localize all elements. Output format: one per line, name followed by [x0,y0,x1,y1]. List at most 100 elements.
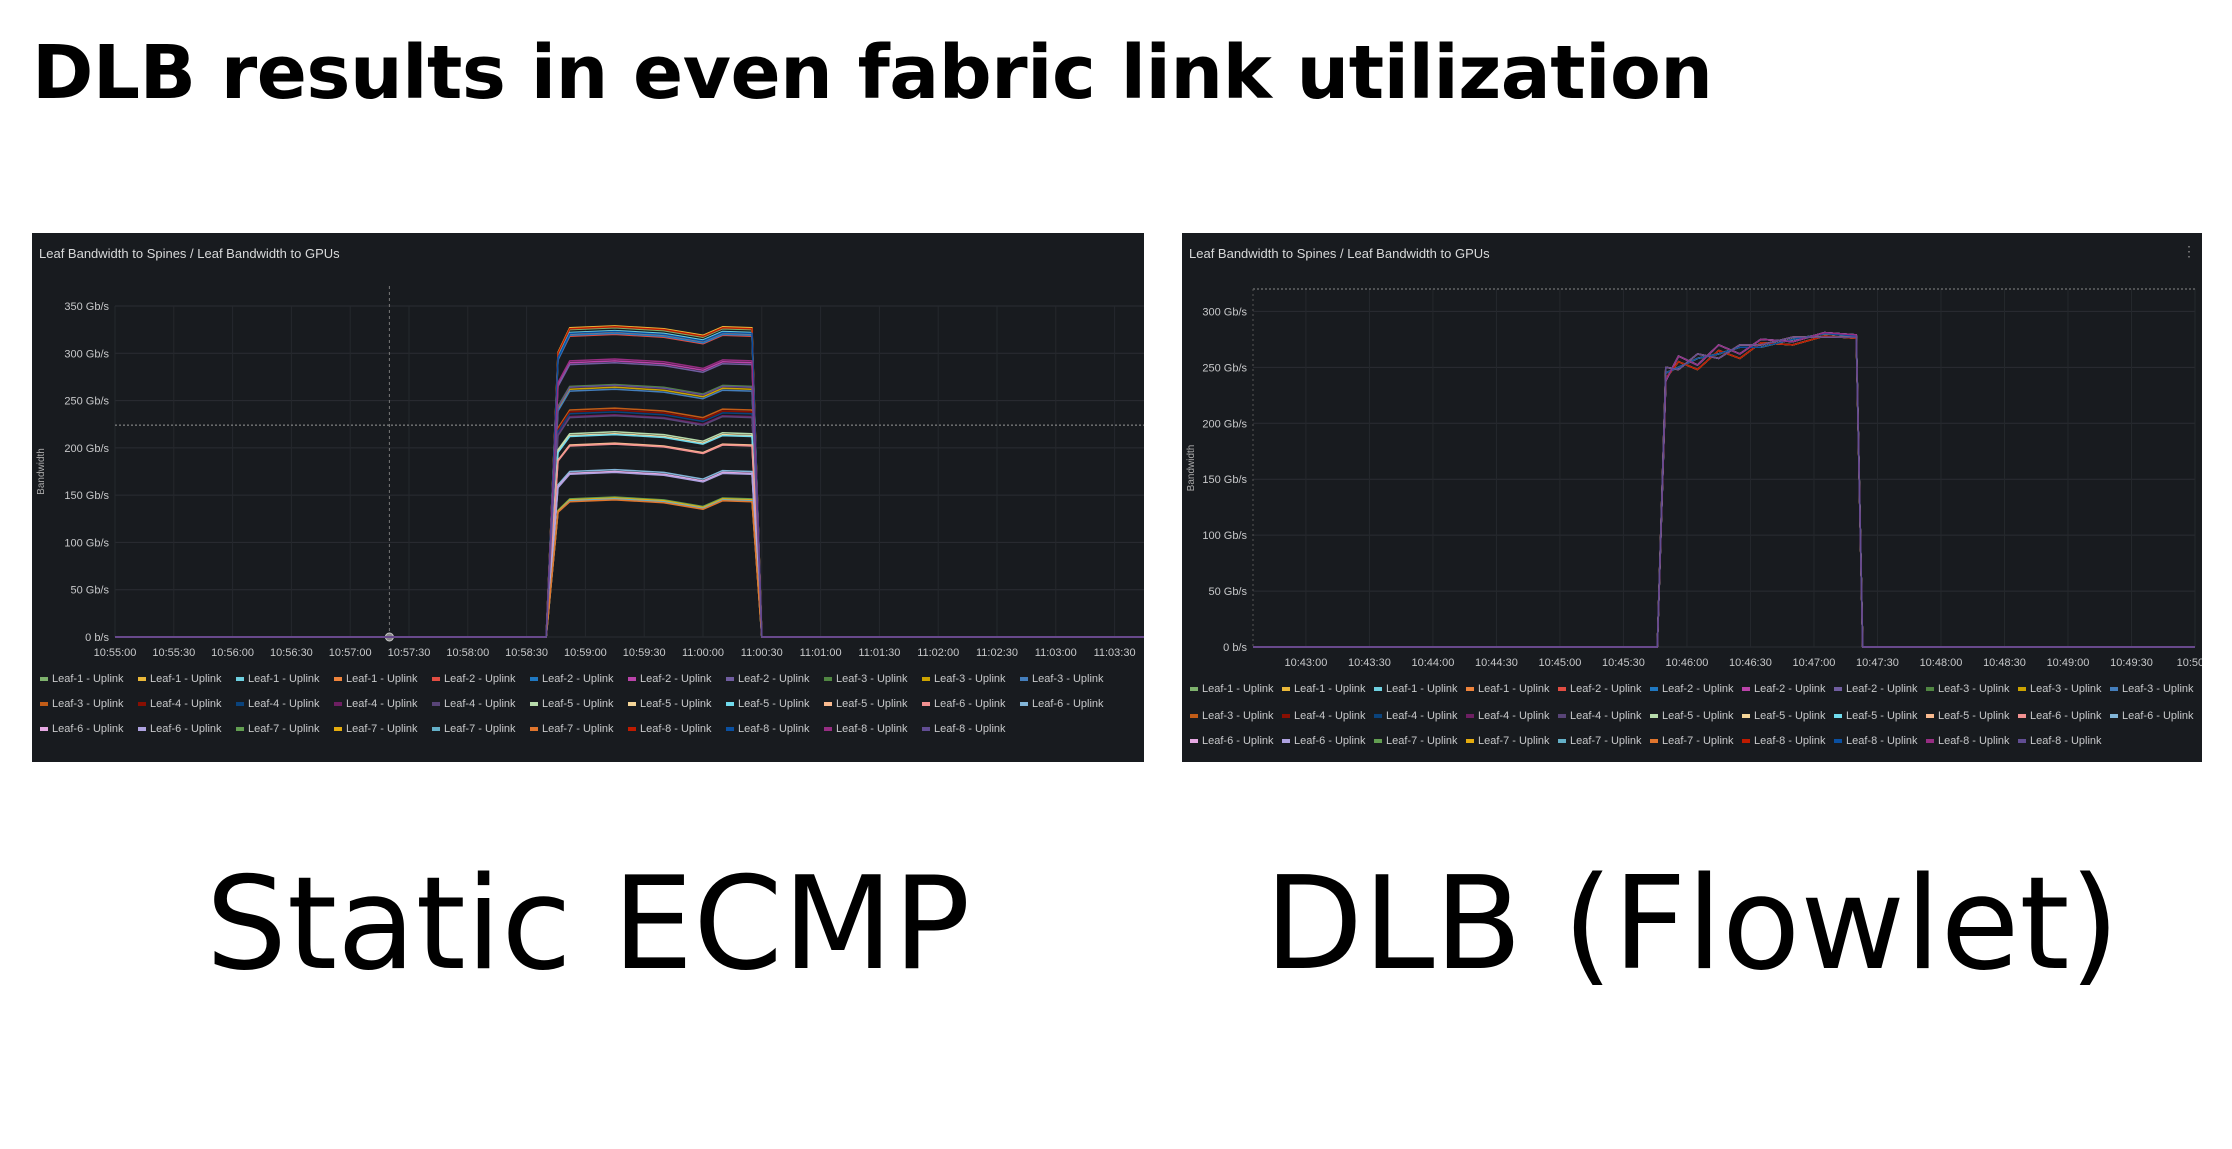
y-tick-label: 200 Gb/s [1202,418,1247,430]
legend-item: Leaf-2 - Uplink [738,673,810,685]
series-line-29 [115,326,1144,638]
x-tick-label: 10:59:00 [564,647,607,659]
legend-swatch [1834,687,1842,691]
legend-item: Leaf-1 - Uplink [1478,683,1550,695]
legend-item: Leaf-6 - Uplink [1032,698,1104,710]
series-line-16 [1253,336,2195,648]
legend-item: Leaf-4 - Uplink [1294,710,1366,722]
legend-item: Leaf-8 - Uplink [1846,735,1918,747]
legend-item: Leaf-3 - Uplink [934,673,1006,685]
series-line-11 [1253,331,2195,648]
x-tick-label: 10:45:00 [1539,657,1582,669]
y-axis-label: Bandwidth [1186,445,1197,492]
series-line-16 [115,414,1144,638]
x-tick-label: 11:03:30 [1094,647,1136,659]
legend-item: Leaf-5 - Uplink [1846,710,1918,722]
legend-item: Leaf-7 - Uplink [346,723,418,735]
legend-swatch [530,702,538,706]
legend-swatch [824,727,832,731]
x-tick-label: 10:56:30 [270,647,313,659]
legend-item: Leaf-5 - Uplink [1662,710,1734,722]
legend-swatch [138,702,146,706]
legend-swatch [824,677,832,681]
legend-swatch [236,702,244,706]
series-line-12 [115,407,1144,638]
series-line-1 [115,327,1144,638]
series-line-6 [115,332,1144,638]
legend-swatch [922,702,930,706]
legend-item: Leaf-8 - Uplink [640,723,712,735]
x-tick-label: 10:45:30 [1602,657,1645,669]
legend-item: Leaf-2 - Uplink [1570,683,1642,695]
legend-swatch [1466,714,1474,718]
x-tick-label: 10:58:30 [505,647,548,659]
x-tick-label: 10:48:00 [1920,657,1963,669]
series-line-20 [1253,336,2195,648]
x-tick-label: 10:46:00 [1666,657,1709,669]
legend-swatch [1926,687,1934,691]
legend-swatch [1558,714,1566,718]
legend-item: Leaf-5 - Uplink [640,698,712,710]
y-tick-label: 50 Gb/s [1208,586,1247,598]
legend-swatch [1558,687,1566,691]
legend-swatch [922,727,930,731]
x-tick-label: 10:57:30 [388,647,431,659]
y-tick-label: 50 Gb/s [70,585,109,597]
legend-item: Leaf-3 - Uplink [52,698,124,710]
series-line-23 [1253,331,2195,648]
series-line-11 [115,388,1144,638]
chart-panel-dlb-flowlet: Leaf Bandwidth to Spines / Leaf Bandwidt… [1182,233,2202,762]
legend-item: Leaf-7 - Uplink [1386,735,1458,747]
legend-item: Leaf-4 - Uplink [1478,710,1550,722]
x-tick-label: 11:00:30 [741,647,783,659]
legend-swatch [1282,714,1290,718]
legend-item: Leaf-8 - Uplink [738,723,810,735]
legend-swatch [1374,739,1382,743]
legend-swatch [1282,739,1290,743]
legend-swatch [2018,687,2026,691]
series-line-25 [115,496,1144,638]
legend-swatch [334,727,342,731]
legend-swatch [530,677,538,681]
legend-item: Leaf-2 - Uplink [1754,683,1826,695]
series-line-2 [1253,333,2195,648]
x-tick-label: 10:56:00 [211,647,254,659]
legend-swatch [236,677,244,681]
legend-item: Leaf-7 - Uplink [542,723,614,735]
legend-swatch [1650,739,1658,743]
legend-item: Leaf-3 - Uplink [2030,683,2102,695]
legend-item: Leaf-4 - Uplink [150,698,222,710]
x-tick-label: 10:47:30 [1856,657,1899,669]
legend-item: Leaf-7 - Uplink [1478,735,1550,747]
legend-swatch [1742,687,1750,691]
legend-swatch [2018,739,2026,743]
y-tick-label: 300 Gb/s [64,348,109,360]
x-tick-label: 10:49:00 [2047,657,2090,669]
series-line-1 [1253,335,2195,648]
series-line-23 [115,470,1144,638]
legend-swatch [1466,687,1474,691]
y-tick-label: 0 b/s [1223,642,1247,654]
legend-swatch [1190,714,1198,718]
legend-item: Leaf-6 - Uplink [52,723,124,735]
series-line-30 [115,330,1144,638]
series-line-14 [1253,333,2195,648]
series-line-5 [115,333,1144,638]
legend-swatch [1020,677,1028,681]
series-line-21 [115,443,1144,638]
legend-swatch [2110,687,2118,691]
series-line-5 [1253,335,2195,648]
legend-swatch [236,727,244,731]
x-tick-label: 10:43:00 [1285,657,1328,669]
series-line-18 [1253,333,2195,648]
legend-item: Leaf-4 - Uplink [1386,710,1458,722]
legend-swatch [1926,714,1934,718]
legend-item: Leaf-4 - Uplink [248,698,320,710]
panel-menu-icon[interactable]: ⋮ [2182,243,2196,259]
x-tick-label: 10:59:30 [623,647,666,659]
series-line-2 [115,325,1144,638]
x-tick-label: 10:50:0 [2177,657,2202,669]
series-line-12 [1253,336,2195,648]
y-tick-label: 150 Gb/s [1202,474,1247,486]
series-line-8 [1253,336,2195,648]
